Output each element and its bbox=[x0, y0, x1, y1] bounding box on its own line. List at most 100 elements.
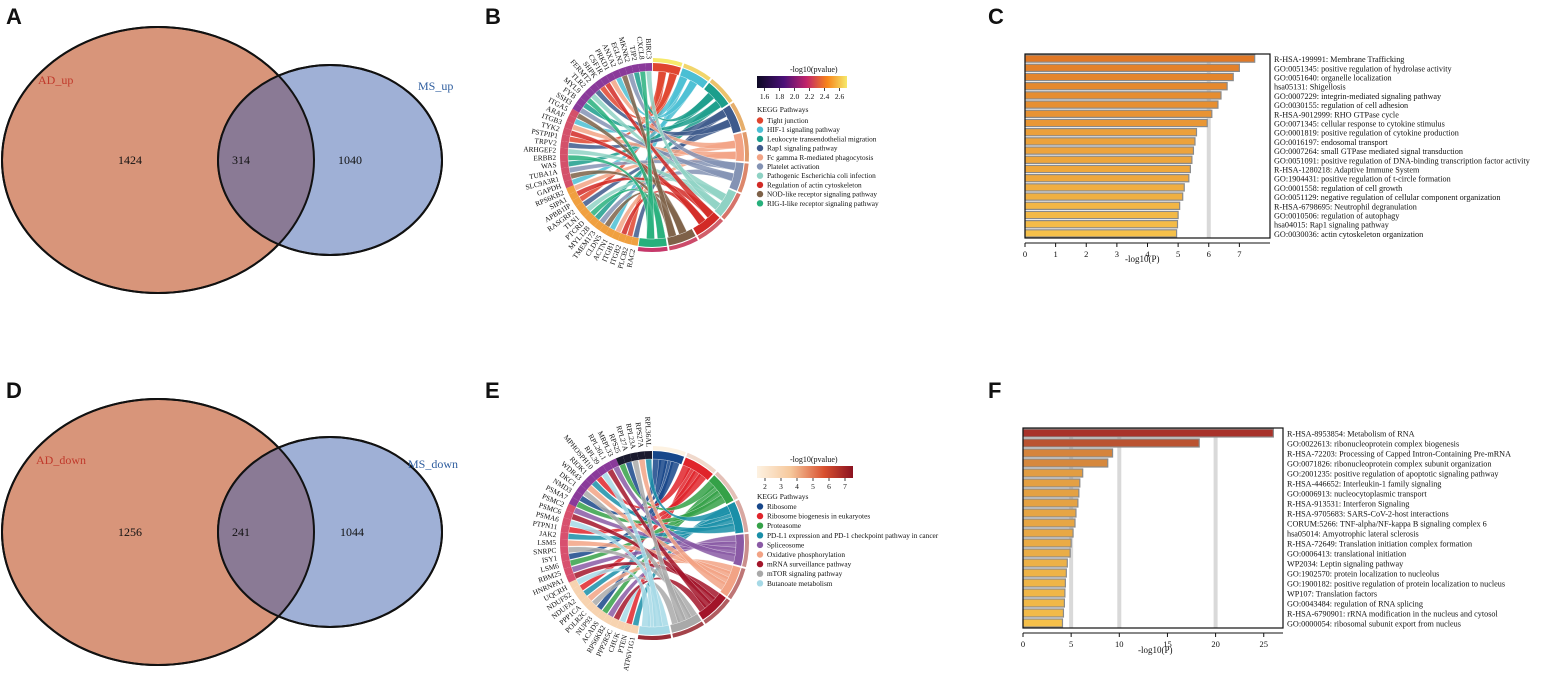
gene-sector bbox=[618, 67, 628, 77]
bar bbox=[1024, 81, 1228, 91]
bar bbox=[1024, 100, 1219, 109]
pvalue-band bbox=[697, 218, 724, 240]
bar-chart: R-HSA-8953854: Metabolism of RNAGO:00226… bbox=[1021, 427, 1511, 649]
gene-sector bbox=[572, 490, 583, 502]
colorbar-tick-label: 2.0 bbox=[790, 92, 800, 101]
bar-label: R-HSA-9012999: RHO GTPase cycle bbox=[1274, 110, 1399, 119]
venn-overlap-count: 241 bbox=[232, 525, 250, 539]
legend-swatch bbox=[756, 503, 764, 510]
chord-ribbon bbox=[645, 70, 721, 211]
pathway-sector bbox=[680, 68, 708, 89]
legend-swatch bbox=[756, 522, 764, 529]
gene-sector bbox=[596, 610, 608, 621]
bar bbox=[1024, 174, 1190, 183]
legend-item: Ribosome bbox=[767, 502, 797, 511]
pvalue-band bbox=[714, 471, 738, 500]
gene-sector bbox=[624, 65, 634, 75]
pvalue-band bbox=[637, 246, 668, 252]
legend-swatch bbox=[756, 117, 764, 124]
bar-label: WP2034: Leptin signaling pathway bbox=[1287, 560, 1404, 569]
legend-swatch bbox=[756, 580, 764, 587]
pathway-sector bbox=[727, 502, 744, 534]
gene-sector bbox=[600, 75, 611, 86]
gene-sector bbox=[585, 474, 597, 485]
bar bbox=[1022, 548, 1071, 558]
gene-sector bbox=[579, 207, 591, 218]
x-tick-label: 20 bbox=[1211, 639, 1220, 649]
bar bbox=[1022, 598, 1066, 608]
bar bbox=[1022, 518, 1076, 528]
chord-ribbon bbox=[607, 468, 712, 609]
gene-sector bbox=[561, 517, 572, 527]
gene-sector bbox=[560, 167, 571, 176]
bar bbox=[1022, 438, 1200, 448]
pvalue-band bbox=[683, 63, 711, 81]
bar bbox=[1022, 488, 1080, 498]
pvalue-band bbox=[737, 163, 749, 193]
gene-sector bbox=[569, 108, 580, 119]
venn-overlap bbox=[218, 65, 314, 255]
bar-label: GO:0030036: actin cytoskeleton organizat… bbox=[1274, 230, 1423, 239]
legend-item: Pathogenic Escherichia coli infection bbox=[767, 171, 876, 180]
gene-sector bbox=[612, 69, 622, 80]
gene-sector bbox=[566, 114, 577, 125]
bar bbox=[1022, 428, 1274, 438]
colorbar-tick-label: 2 bbox=[763, 482, 767, 491]
pathway-sector bbox=[638, 237, 667, 247]
panel-c: C R-HSA-199991: Membrane TraffickingGO:0… bbox=[988, 4, 1531, 264]
pathway-sector bbox=[670, 613, 702, 633]
bar-label: R-HSA-8953854: Metabolism of RNA bbox=[1287, 430, 1415, 439]
gene-label: LSM6 bbox=[539, 561, 560, 574]
bar bbox=[1024, 72, 1234, 82]
legend-item: Oxidative phosphorylation bbox=[767, 550, 845, 559]
gene-label: PTPN11 bbox=[532, 519, 558, 532]
colorbar-title: -log10(pvalue) bbox=[790, 65, 838, 74]
gene-sector bbox=[561, 559, 572, 569]
panel-letter-e: E bbox=[485, 378, 500, 403]
legend-swatch bbox=[756, 181, 764, 189]
legend-swatch bbox=[756, 154, 764, 161]
gene-label: SNRPC bbox=[533, 546, 557, 557]
colorbar-tick-label: 2.6 bbox=[835, 92, 845, 101]
bar bbox=[1024, 63, 1240, 72]
gene-sector bbox=[560, 532, 569, 540]
gene-sector bbox=[602, 461, 613, 473]
gene-sector bbox=[630, 624, 639, 634]
venn-left-count: 1424 bbox=[118, 153, 142, 167]
bar bbox=[1024, 146, 1195, 155]
gene-sector bbox=[603, 614, 614, 625]
chord-ribbon bbox=[595, 89, 732, 136]
colorbar bbox=[757, 466, 853, 478]
bar bbox=[1024, 155, 1193, 164]
gene-sector bbox=[572, 196, 583, 207]
legend-item: Tight junction bbox=[767, 116, 809, 125]
chord-ribbon bbox=[632, 459, 687, 624]
bar bbox=[1022, 538, 1072, 548]
colorbar-tick-label: 2.4 bbox=[820, 92, 830, 101]
x-tick-label: 5 bbox=[1069, 639, 1073, 649]
plot-frame bbox=[1022, 427, 1284, 629]
gene-sector bbox=[616, 620, 626, 631]
gene-sector bbox=[559, 539, 569, 547]
gene-sector bbox=[589, 216, 600, 227]
venn-left-label: AD_down bbox=[36, 453, 86, 467]
gene-sector bbox=[560, 140, 569, 149]
chord-ribbon bbox=[633, 71, 715, 122]
venn-left-count: 1256 bbox=[118, 525, 142, 539]
gene-sector bbox=[645, 63, 652, 72]
venn-right-count: 1044 bbox=[340, 525, 364, 539]
gene-sector bbox=[606, 72, 616, 83]
bar-label: GO:0006913: nucleocytoplasmic transport bbox=[1287, 490, 1427, 499]
gene-sector bbox=[568, 191, 580, 201]
bar bbox=[1022, 498, 1079, 508]
gene-sector bbox=[560, 546, 569, 555]
pvalue-band bbox=[652, 58, 683, 67]
panel-letter-f: F bbox=[988, 378, 1001, 403]
pathway-sector bbox=[733, 133, 745, 162]
gene-label: ERBB2 bbox=[533, 153, 556, 163]
panel-letter-c: C bbox=[988, 4, 1004, 29]
legend-item: Leukocyte transendothelial migration bbox=[767, 134, 877, 143]
bar-label: CORUM:5266: TNF-alpha/NF-kappa B signali… bbox=[1287, 520, 1487, 529]
gene-sector bbox=[594, 78, 605, 90]
x-tick-label: 5 bbox=[1176, 249, 1180, 259]
